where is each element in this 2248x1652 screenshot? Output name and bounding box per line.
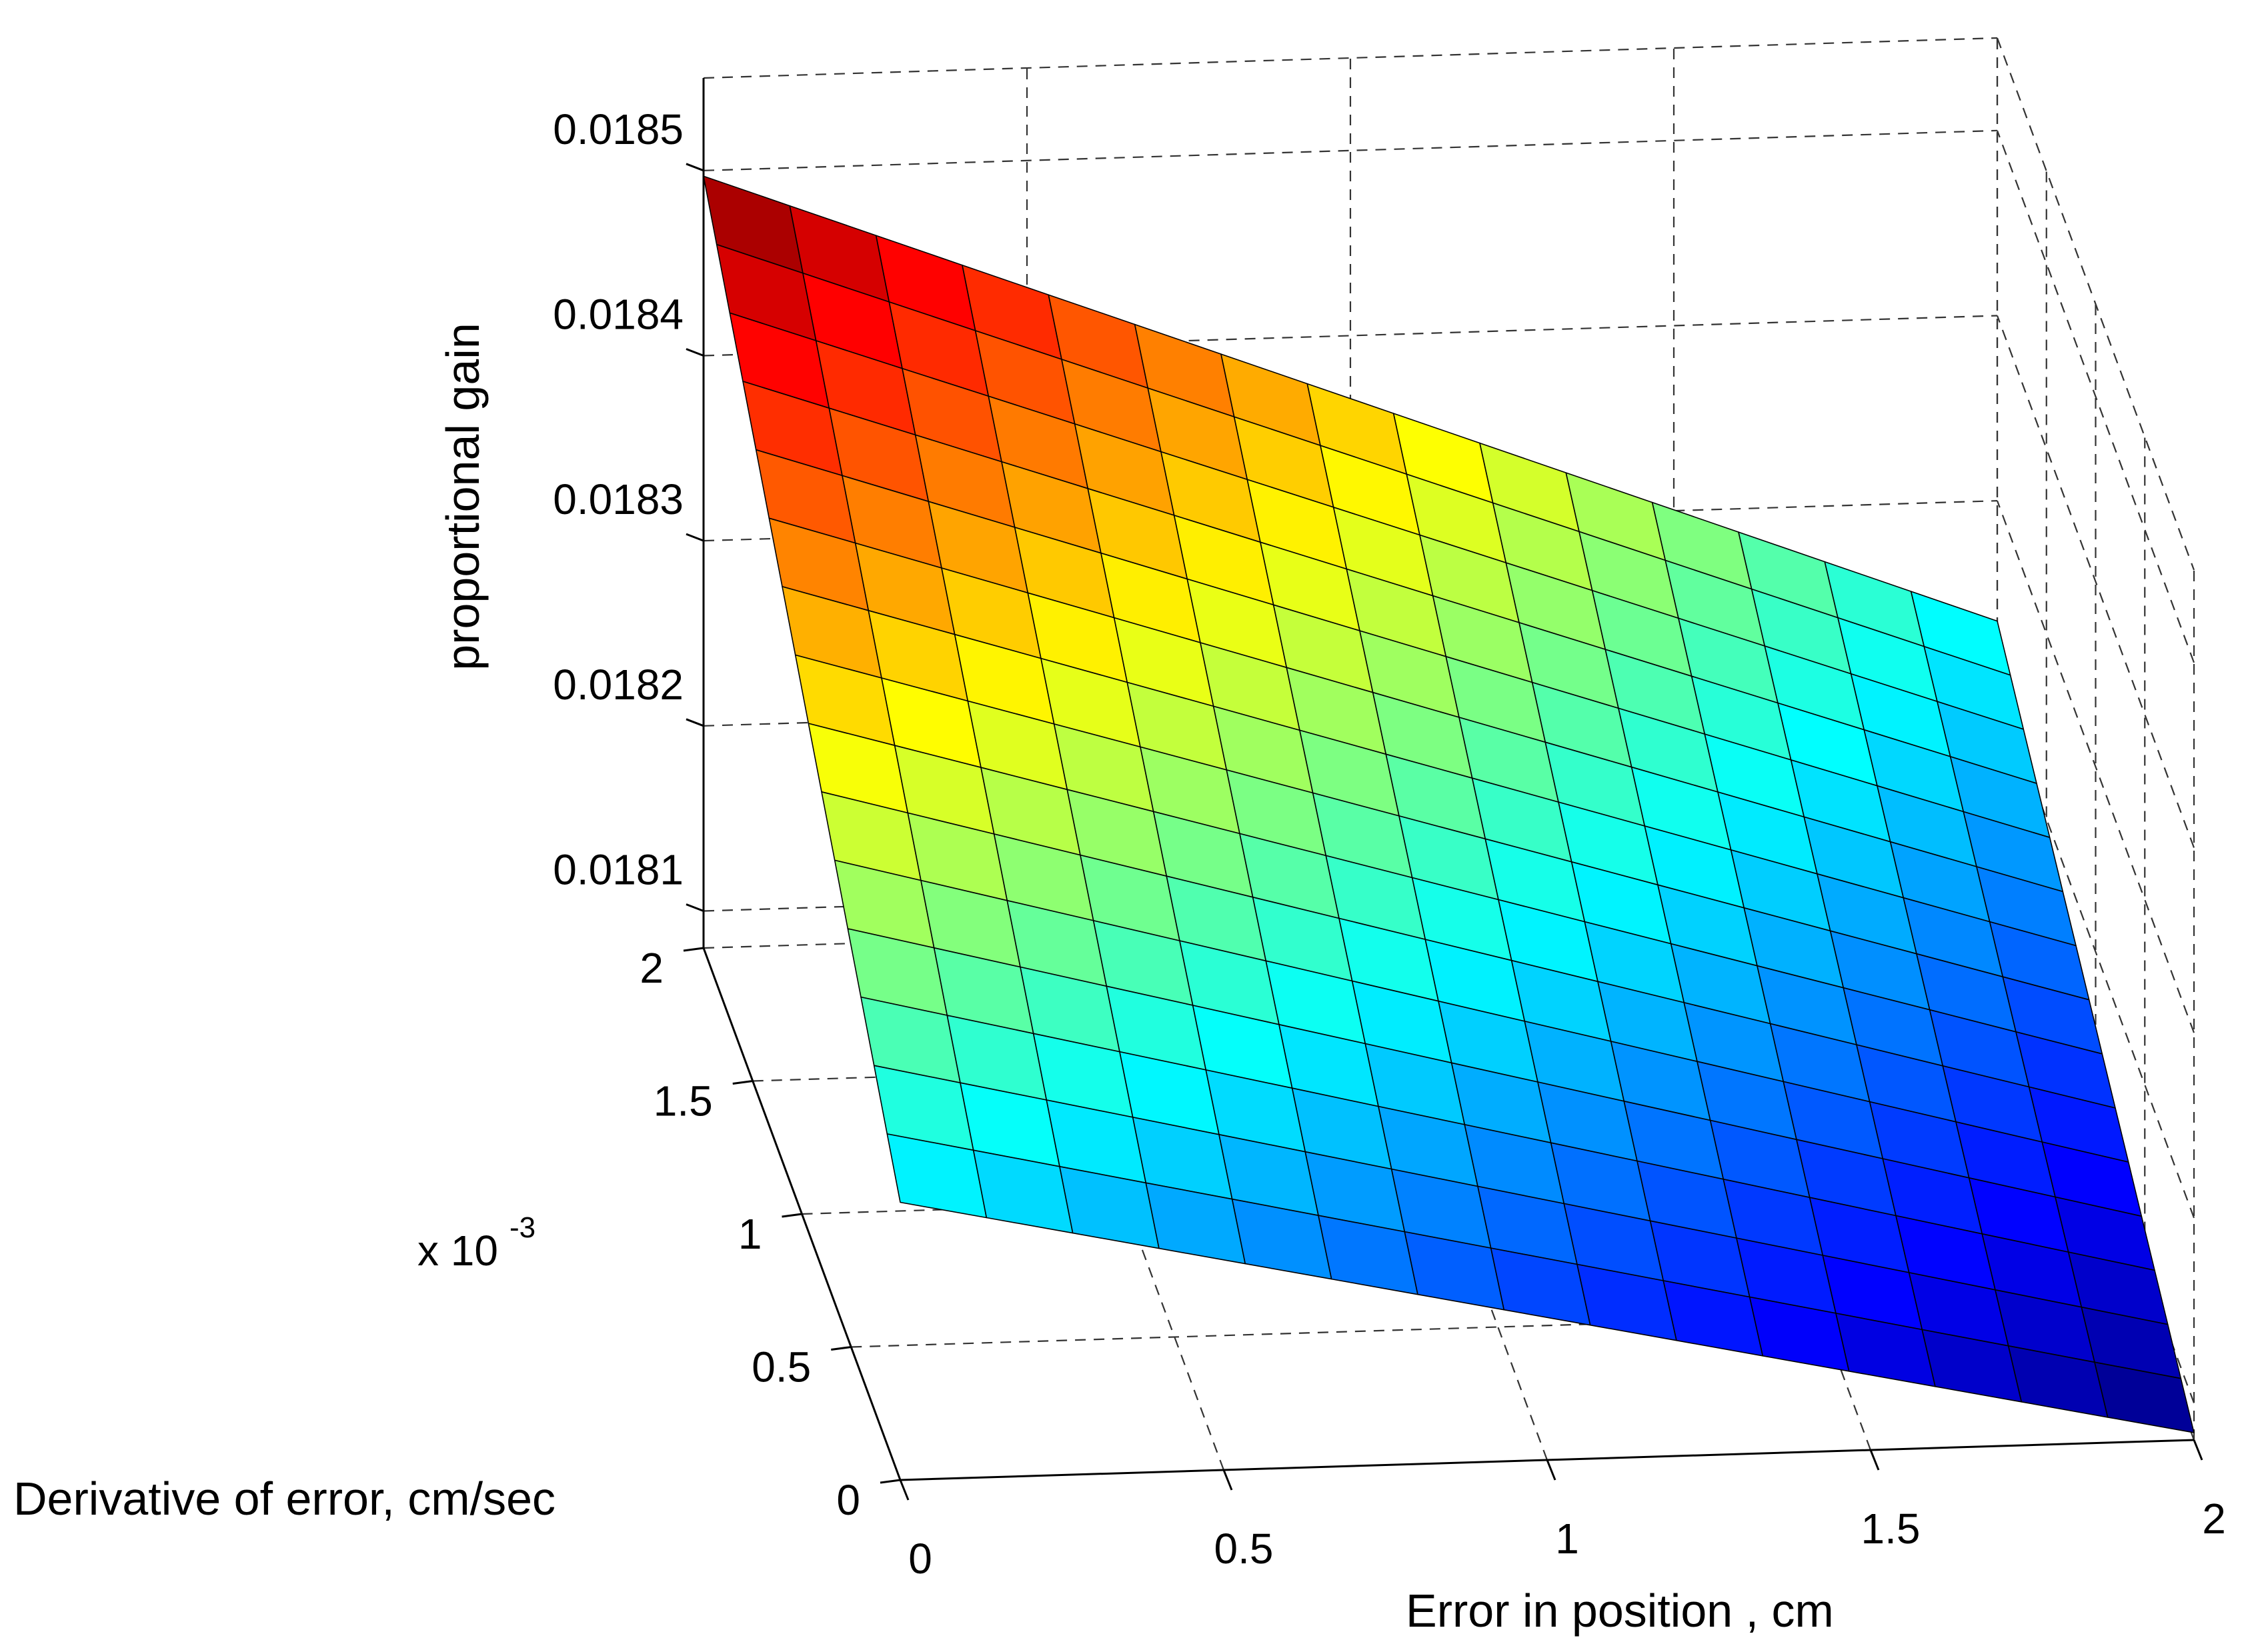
- z-tick-label: 0.0184: [553, 290, 684, 338]
- surface-patch: [2094, 1361, 2195, 1433]
- x-tick-mark: [1869, 1449, 1880, 1471]
- x-tick-mark: [1546, 1459, 1556, 1481]
- tick-labels: 0 0.5 1 1.5 2 0 0.5 1 1.5 2 0.0181 0.0182 0.0183 0.01…: [553, 105, 2226, 1583]
- y-tick-mark: [732, 1080, 753, 1085]
- side-wall-grid-z: [1996, 130, 2195, 663]
- z-tick-mark: [686, 348, 704, 357]
- z-axis-label: proportional gain: [437, 323, 489, 670]
- z-tick-label: 0.0181: [553, 845, 684, 893]
- z-tick-label: 0.0185: [553, 105, 684, 153]
- surface-mesh: [703, 175, 2195, 1433]
- z-tick-mark: [686, 903, 704, 912]
- z-tick-mark: [686, 718, 704, 727]
- x-tick-label: 1: [1555, 1515, 1579, 1563]
- z-tick-mark: [686, 163, 704, 172]
- x-tick-mark: [1222, 1469, 1233, 1491]
- z-tick-mark: [686, 533, 704, 542]
- y-tick-mark: [782, 1213, 802, 1218]
- y-axis-multiplier: x 10 -3: [417, 1211, 535, 1275]
- y-tick-label: 0.5: [752, 1343, 811, 1391]
- y-tick-label: 2: [640, 944, 664, 992]
- x-tick-label: 1.5: [1861, 1505, 1921, 1553]
- z-tick-label: 0.0183: [553, 475, 684, 523]
- y-tick-mark: [831, 1346, 852, 1351]
- box-top-back: [703, 37, 1998, 79]
- side-wall-grid-z: [1996, 315, 2195, 848]
- y-tick-label: 1.5: [654, 1077, 713, 1125]
- x-tick-label: 0.5: [1214, 1525, 1274, 1573]
- y-tick-mark: [683, 947, 704, 952]
- z-tick-label: 0.0182: [553, 661, 684, 709]
- back-wall-grid-z: [703, 129, 1998, 171]
- y-tick-mark: [880, 1479, 901, 1484]
- y-axis-label: Derivative of error, cm/sec: [13, 1473, 555, 1525]
- y-multiplier-exponent: -3: [509, 1211, 535, 1244]
- x-tick-mark: [899, 1479, 910, 1501]
- side-wall-grid-z: [1996, 500, 2195, 1033]
- y-multiplier-base: x 10: [417, 1227, 498, 1275]
- floor-grid-y: [851, 1306, 2145, 1348]
- x-axis-label: Error in position , cm: [1406, 1585, 1834, 1637]
- y-tick-label: 0: [836, 1476, 860, 1524]
- x-tick-mark: [2193, 1439, 2203, 1461]
- x-tick-label: 0: [908, 1535, 932, 1583]
- x-tick-label: 2: [2202, 1495, 2226, 1543]
- y-tick-label: 1: [738, 1210, 762, 1258]
- axes: [683, 78, 2203, 1501]
- box-top-side: [1996, 37, 2195, 571]
